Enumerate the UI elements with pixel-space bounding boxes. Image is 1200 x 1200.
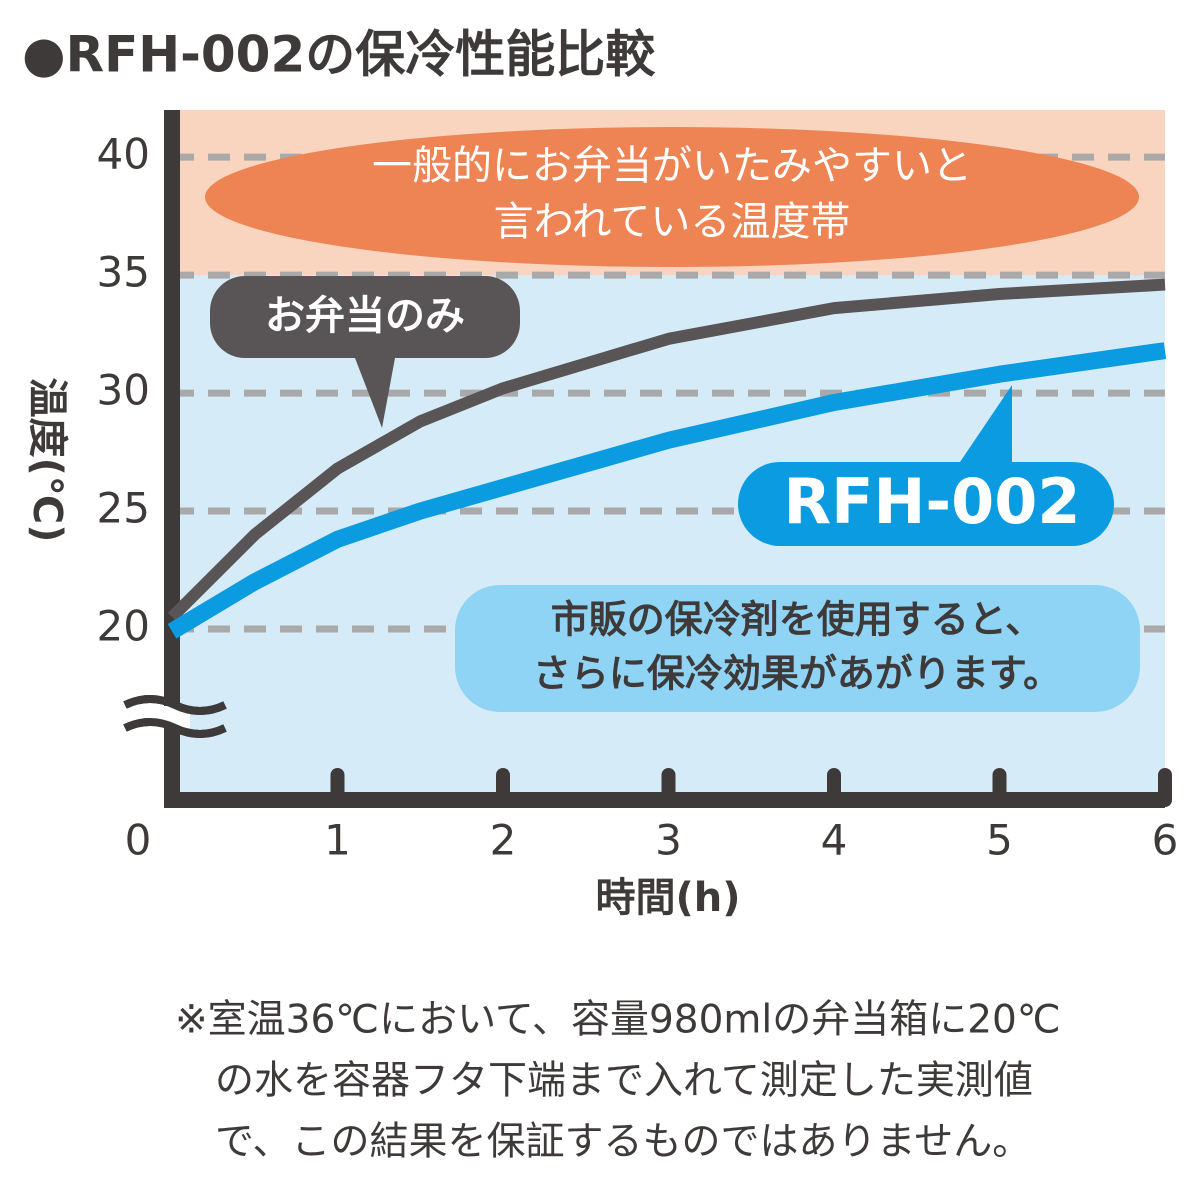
footnote: で、この結果を保証するものではありません。: [215, 1120, 1031, 1165]
note-box: [455, 585, 1140, 712]
x-tick-label: 2: [490, 816, 517, 865]
y-tick-label: 25: [97, 484, 150, 533]
y-tick-label: 35: [97, 248, 150, 297]
series-line: [167, 342, 1167, 639]
x-axis-label: 時間(h): [595, 875, 740, 921]
x-tick-label: 3: [655, 816, 682, 865]
axis-break: [123, 695, 227, 738]
y-tick-label: 30: [97, 366, 150, 415]
x-tick-label: 5: [986, 816, 1013, 865]
danger-label: 一般的にお弁当がいたみやすいと: [372, 143, 972, 189]
x-tick-label: 0: [125, 816, 152, 865]
y-tick-label: 20: [97, 601, 150, 650]
x-tick-label: 6: [1152, 816, 1179, 865]
legend-label: RFH-002: [783, 465, 1080, 538]
note-text: 市販の保冷剤を使用すると、: [551, 598, 1043, 642]
danger-label: 言われている温度帯: [494, 199, 851, 245]
callout: [738, 385, 1114, 546]
danger-ellipse: [205, 127, 1139, 267]
footnote: ※室温36℃において、容量980mlの弁当箱に20℃: [175, 998, 1061, 1043]
legend-label: お弁当のみ: [265, 293, 465, 339]
series-line: [167, 278, 1166, 622]
note-text: さらに保冷効果があがります。: [533, 652, 1061, 696]
y-tick-label: 40: [97, 130, 150, 179]
chart-title: ●RFH-002の保冷性能比較: [22, 26, 656, 84]
footnote: の水を容器フタ下端まで入れて測定した実測値: [215, 1059, 1033, 1104]
callout: [210, 276, 520, 428]
x-tick-label: 4: [821, 816, 848, 865]
x-tick-label: 1: [324, 816, 351, 865]
y-axis-label: 温度(℃): [24, 378, 70, 543]
